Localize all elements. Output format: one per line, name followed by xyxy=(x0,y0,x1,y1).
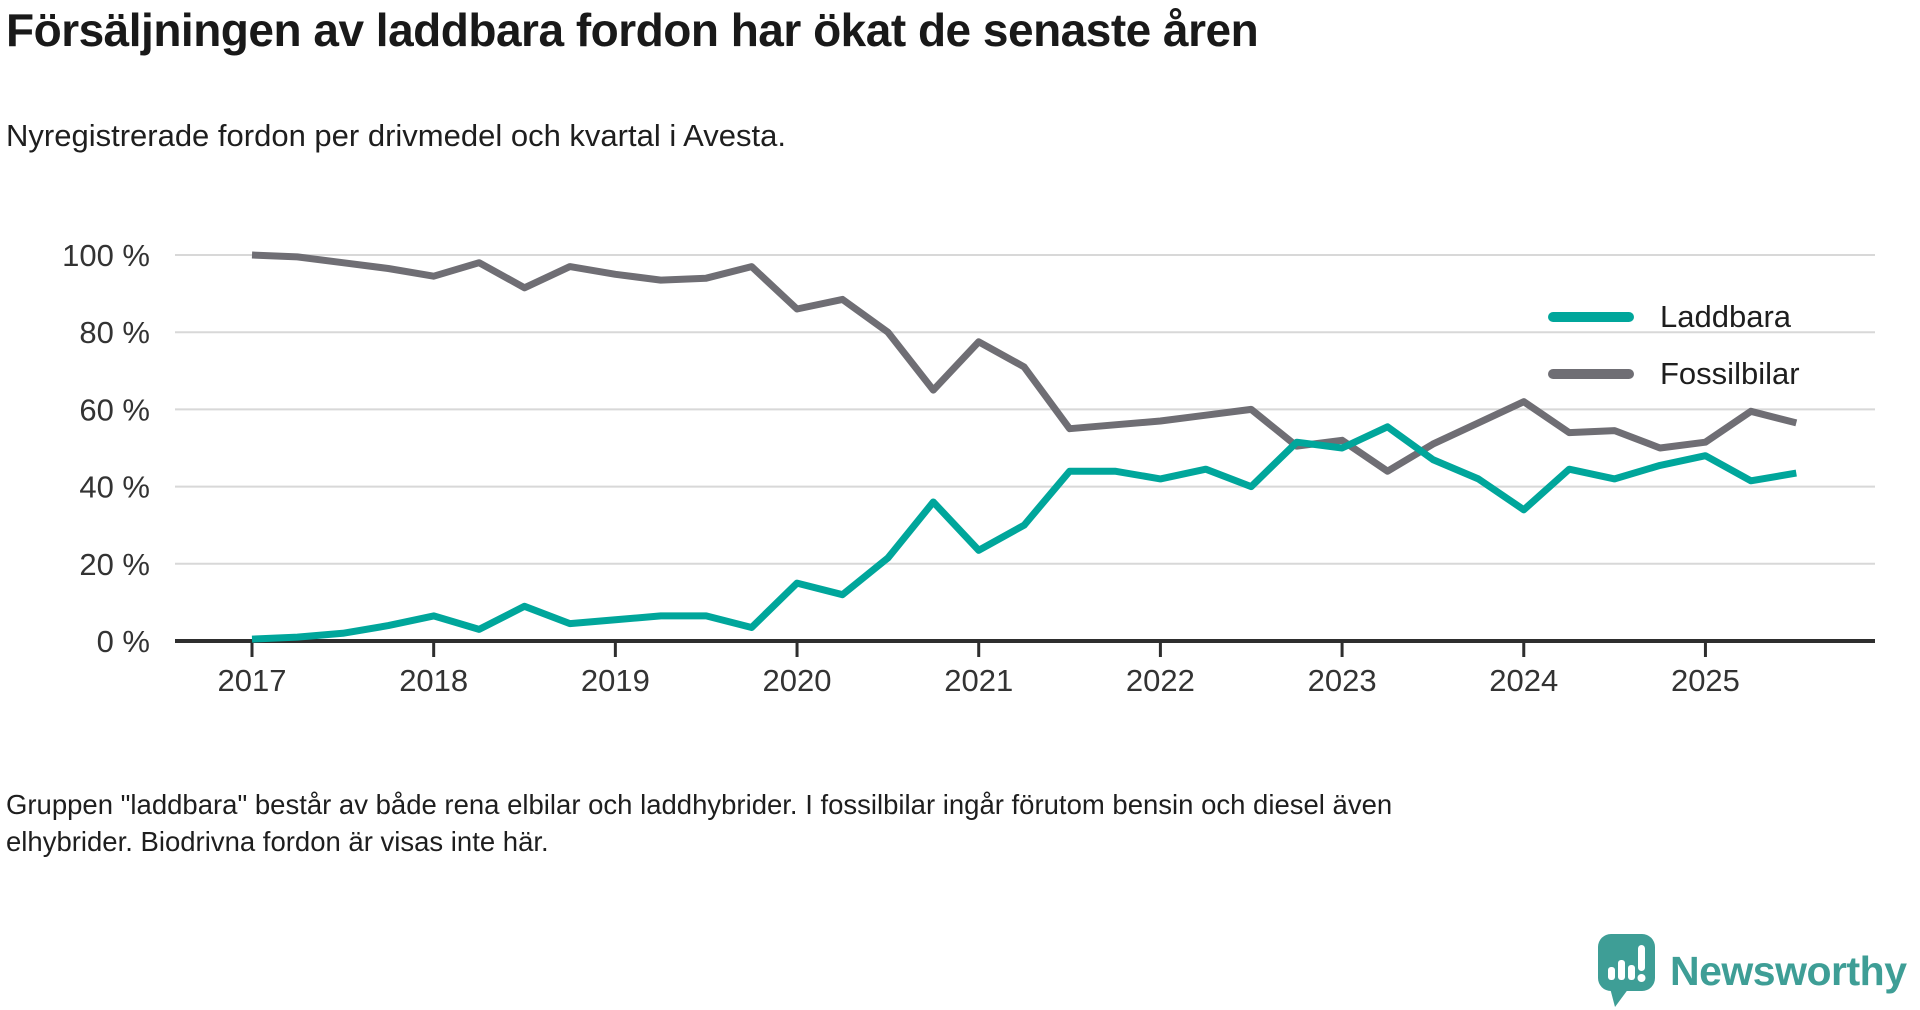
chart-legend: Laddbara Fossilbilar xyxy=(1548,288,1800,402)
x-tick-label: 2021 xyxy=(944,663,1013,698)
y-tick-label: 100 % xyxy=(62,238,150,273)
newsworthy-logo-text: Newsworthy xyxy=(1670,947,1907,994)
y-tick-label: 20 % xyxy=(79,547,150,582)
x-tick-label: 2024 xyxy=(1489,663,1558,698)
line-chart: 0 % 20 % 40 % 60 % 80 % 100 % 2017 2018 2019 2020… xyxy=(62,238,1875,698)
x-tick-label: 2022 xyxy=(1126,663,1195,698)
x-tick-label: 2025 xyxy=(1671,663,1740,698)
y-tick-label: 40 % xyxy=(79,470,150,505)
footnote: Gruppen "laddbara" består av både rena e… xyxy=(6,786,1566,860)
legend-swatch xyxy=(1548,368,1634,379)
legend-item-laddbara: Laddbara xyxy=(1548,288,1800,345)
x-tick-label: 2023 xyxy=(1308,663,1377,698)
y-tick-label: 80 % xyxy=(79,315,150,350)
newsworthy-logo: Newsworthy xyxy=(1596,934,1907,1008)
y-tick-label: 0 % xyxy=(97,624,150,659)
chart-subtitle: Nyregistrerade fordon per drivmedel och … xyxy=(6,118,786,153)
x-tick-label: 2017 xyxy=(218,663,287,698)
footnote-line: Gruppen "laddbara" består av både rena e… xyxy=(6,789,1393,820)
footnote-line: elhybrider. Biodrivna fordon är visas in… xyxy=(6,826,549,857)
newsworthy-logo-icon xyxy=(1598,934,1655,1007)
x-tick-label: 2019 xyxy=(581,663,650,698)
series-fossilbilar-line xyxy=(251,251,1798,475)
page-title: Försäljningen av laddbara fordon har öka… xyxy=(6,4,1259,56)
y-tick-label: 60 % xyxy=(79,392,150,427)
x-tick-label: 2020 xyxy=(763,663,832,698)
legend-label: Fossilbilar xyxy=(1660,355,1800,391)
legend-label: Laddbara xyxy=(1660,298,1792,334)
legend-item-fossilbilar: Fossilbilar xyxy=(1548,345,1800,402)
series-laddbara-line xyxy=(251,423,1797,643)
x-tick-label: 2018 xyxy=(399,663,468,698)
legend-swatch xyxy=(1548,311,1634,322)
